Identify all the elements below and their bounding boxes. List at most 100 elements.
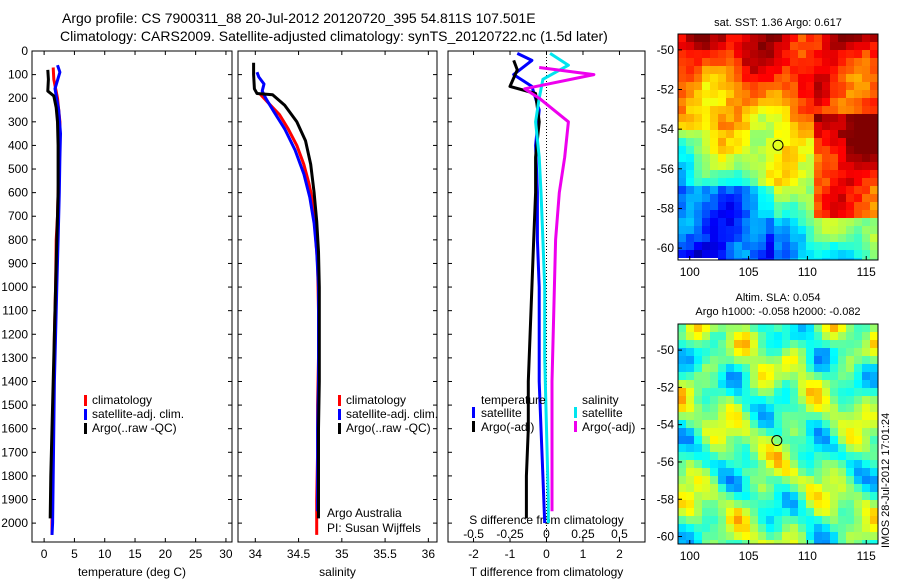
map-cell: [790, 444, 798, 452]
map-cell: [742, 202, 750, 210]
y-tick-label: 500: [8, 162, 28, 176]
map-cell: [862, 58, 870, 66]
map-cell: [734, 412, 742, 420]
map-cell: [782, 178, 790, 186]
map-cell: [726, 420, 734, 428]
map-cell: [798, 340, 806, 348]
map-cell: [734, 82, 742, 90]
map-cell: [806, 218, 814, 226]
map-cell: [806, 114, 814, 122]
map-cell: [782, 194, 790, 202]
map-cell: [806, 122, 814, 130]
map-cell: [702, 404, 710, 412]
map-cell: [814, 540, 822, 544]
map-cell: [814, 388, 822, 396]
map-cell: [814, 380, 822, 388]
map-frame: [677, 33, 879, 261]
map-cell: [846, 508, 854, 516]
map-cell: [750, 154, 758, 162]
map-cell: [814, 218, 822, 226]
map-cell: [870, 404, 878, 412]
map-cell: [846, 114, 854, 122]
map-cell: [718, 194, 726, 202]
map-cell: [822, 218, 830, 226]
map-cell: [726, 500, 734, 508]
map-cell: [750, 258, 758, 260]
y-tick-label: 1300: [1, 351, 28, 365]
map-cell: [798, 332, 806, 340]
map-cell: [678, 58, 686, 66]
map-cell: [750, 146, 758, 154]
map-cell: [766, 194, 774, 202]
map-cell: [710, 186, 718, 194]
map-cell: [694, 42, 702, 50]
map-cell: [710, 130, 718, 138]
map-y-tick-label: -56: [657, 162, 675, 176]
map-cell: [702, 154, 710, 162]
map-cell: [774, 90, 782, 98]
map-cell: [838, 404, 846, 412]
map-cell: [798, 452, 806, 460]
map-cell: [814, 82, 822, 90]
map-cell: [750, 444, 758, 452]
map-cell: [758, 444, 766, 452]
map-cell: [838, 74, 846, 82]
map-cell: [694, 186, 702, 194]
map-cell: [830, 82, 838, 90]
map-cell: [742, 348, 750, 356]
map-cell: [766, 484, 774, 492]
map-y-tick-label: -50: [657, 343, 675, 357]
map-cell: [790, 532, 798, 540]
map-cell: [846, 380, 854, 388]
map-cell: [862, 202, 870, 210]
map-cell: [854, 74, 862, 82]
legend-label: satellite-adj. clim.: [92, 407, 184, 421]
map-cell: [854, 340, 862, 348]
map-cell: [734, 130, 742, 138]
map-cell: [790, 178, 798, 186]
s-tick-label: 0.25: [571, 527, 595, 541]
map-cell: [862, 452, 870, 460]
map-cell: [822, 42, 830, 50]
map-cell: [766, 250, 774, 258]
legend-swatch: [472, 407, 475, 418]
map-cell: [862, 90, 870, 98]
map-cell: [758, 348, 766, 356]
map-cell: [694, 170, 702, 178]
map-cell: [870, 396, 878, 404]
map-cell: [790, 154, 798, 162]
map-cell: [814, 178, 822, 186]
x-tick-label: 1: [580, 547, 587, 561]
map-cell: [798, 226, 806, 234]
legend-swatch: [338, 409, 341, 420]
map-cell: [710, 404, 718, 412]
map-cell: [686, 516, 694, 524]
map-cell: [694, 444, 702, 452]
map-cell: [806, 210, 814, 218]
map-cell: [766, 364, 774, 372]
map-cell: [718, 372, 726, 380]
map-cell: [766, 420, 774, 428]
map-cell: [830, 492, 838, 500]
map-cell: [870, 234, 878, 242]
map-cell: [766, 452, 774, 460]
map-cell: [862, 340, 870, 348]
series-line-3: [523, 66, 596, 512]
map-cell: [726, 460, 734, 468]
map-cell: [702, 516, 710, 524]
map-cell: [854, 146, 862, 154]
map-cell: [870, 508, 878, 516]
map-cell: [742, 476, 750, 484]
map-cell: [798, 130, 806, 138]
map-cell: [758, 106, 766, 114]
map-cell: [838, 476, 846, 484]
map-cell: [846, 122, 854, 130]
map-cell: [798, 202, 806, 210]
legend-swatch: [84, 423, 87, 434]
map-cell: [814, 412, 822, 420]
map-cell: [718, 98, 726, 106]
map-cell: [718, 58, 726, 66]
map-y-tick-label: -58: [657, 201, 675, 215]
map-cell: [758, 492, 766, 500]
map-cell: [774, 436, 782, 444]
